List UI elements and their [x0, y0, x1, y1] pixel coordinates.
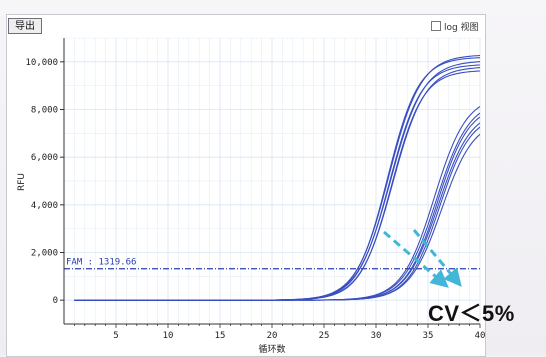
y-axis-title: RFU — [17, 173, 27, 191]
log-view-checkbox[interactable] — [431, 21, 441, 31]
amplification-curve — [74, 133, 480, 301]
y-tick-label: 8,000 — [31, 106, 58, 116]
y-tick-label: 2,000 — [31, 249, 58, 259]
x-tick-label: 5 — [113, 331, 118, 341]
y-tick-label: 10,000 — [25, 58, 58, 68]
x-tick-label: 20 — [267, 331, 278, 341]
amplification-curve — [74, 106, 480, 301]
annotation-arrows — [383, 229, 462, 288]
amplification-curve — [74, 122, 480, 301]
y-tick-label: 0 — [53, 296, 58, 306]
amplification-curve — [74, 112, 480, 301]
axes: 0 2,000 4,000 6,000 8,000 10,000 5 10 15 20 25 30 35… — [25, 38, 485, 341]
threshold-group: FAM : 1319.66 — [64, 258, 480, 270]
amplification-curve — [74, 126, 480, 301]
x-axis-title: 循环数 — [258, 343, 285, 355]
cv-annotation: CV＜5% — [428, 301, 515, 326]
export-button[interactable]: 导出 — [8, 18, 42, 34]
x-tick-label: 25 — [319, 331, 330, 341]
x-tick-label: 40 — [475, 331, 486, 341]
series-group — [74, 54, 480, 301]
y-tick-label: 6,000 — [31, 153, 58, 163]
threshold-label: FAM : 1319.66 — [66, 258, 136, 268]
log-view-toggle[interactable]: log 视图 — [431, 18, 479, 34]
log-view-label: log 视图 — [444, 22, 479, 33]
x-tick-label: 10 — [163, 331, 174, 341]
amplification-curve — [74, 116, 480, 301]
arrow-b — [412, 229, 462, 287]
x-tick-label: 30 — [371, 331, 382, 341]
grid — [63, 37, 481, 325]
y-tick-label: 4,000 — [31, 201, 58, 211]
x-tick-label: 35 — [423, 331, 434, 341]
x-tick-label: 15 — [215, 331, 226, 341]
